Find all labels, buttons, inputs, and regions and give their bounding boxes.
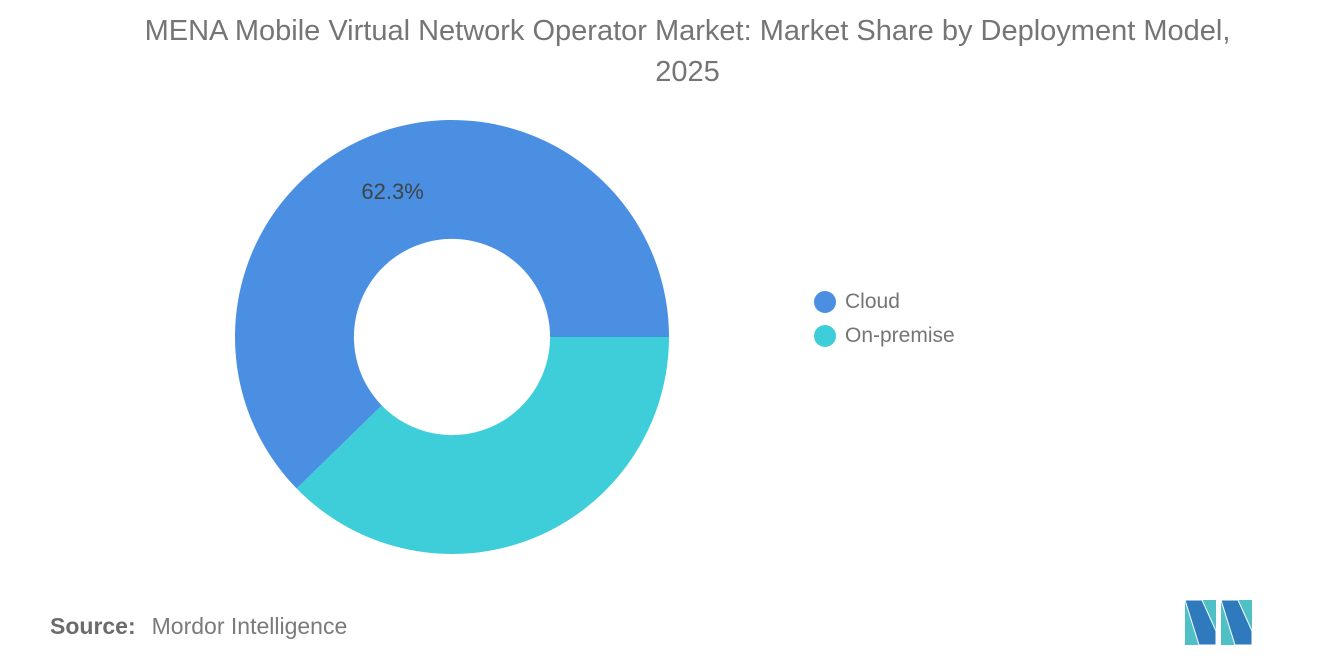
source-value: Mordor Intelligence (151, 613, 348, 639)
source-attribution: Source: Mordor Intelligence (50, 613, 347, 640)
legend-label-cloud: Cloud (845, 290, 900, 313)
legend-label-on-premise: On-premise (845, 324, 955, 347)
legend-item-on-premise[interactable]: On-premise (814, 319, 955, 353)
slice-cloud[interactable] (235, 119, 669, 489)
slice-label-cloud: 62.3% (361, 179, 423, 204)
legend-marker-on-premise-icon (814, 325, 836, 347)
page-title: MENA Mobile Virtual Network Operator Mar… (55, 11, 1320, 93)
chart-legend: Cloud On-premise (814, 285, 955, 353)
mordor-intelligence-logo (1185, 600, 1252, 645)
source-label: Source: (50, 613, 136, 639)
slice-on-premise[interactable] (296, 337, 669, 554)
logo-right-diagonal (1220, 600, 1252, 645)
logo-left-diagonal (1185, 600, 1217, 645)
donut-chart-svg: 62.3% (235, 119, 669, 554)
legend-marker-cloud-icon (814, 291, 836, 313)
donut-chart: 62.3% (232, 117, 672, 557)
chart-title-text: MENA Mobile Virtual Network Operator Mar… (144, 15, 1231, 88)
legend-item-cloud[interactable]: Cloud (814, 285, 955, 319)
